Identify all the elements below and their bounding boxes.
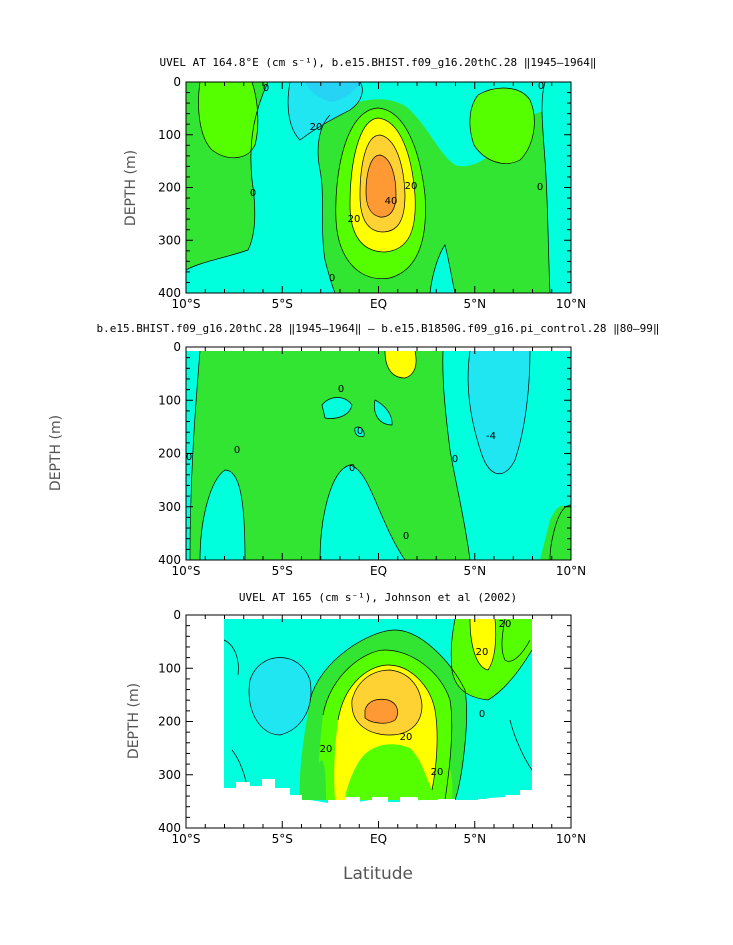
- panel-3-title: UVEL AT 165 (cm s⁻¹), Johnson et al (200…: [239, 591, 517, 604]
- contour-fill-cyan-right: [541, 82, 571, 293]
- y-tick-label: 400: [158, 821, 181, 835]
- contour-fill-cyan-dark: [468, 351, 530, 474]
- x-tick-label: EQ: [370, 564, 387, 578]
- contour-label: -4: [486, 431, 496, 442]
- contour-fill-cyan-west: [186, 351, 200, 560]
- contour-label: 20: [310, 122, 323, 133]
- contour-fill-cyan-darkest: [305, 82, 360, 102]
- x-tick-label: 5°N: [463, 564, 486, 578]
- x-tick-label: 10°N: [556, 297, 586, 311]
- x-tick-label: 5°S: [272, 832, 293, 846]
- panel-1-field: 0 20 20 40 20 0 0 0 0: [186, 81, 571, 293]
- contour-label: 0: [329, 273, 335, 284]
- contour-fill-orange: [365, 699, 398, 724]
- y-tick-label: 100: [158, 393, 181, 407]
- contour-fill-green-spike-1: [315, 760, 326, 800]
- contour-label: 0: [537, 182, 543, 193]
- contour-label: 20: [400, 732, 413, 743]
- contour-label: 20: [431, 767, 444, 778]
- x-tick-label: 10°N: [556, 832, 586, 846]
- y-tick-label: 400: [158, 553, 181, 567]
- contour-fill-cyan-bottom: [430, 245, 455, 293]
- x-tick-label: 5°N: [463, 832, 486, 846]
- y-tick-label: 300: [158, 500, 181, 514]
- panel-2-axes: 10°S 5°S EQ 5°N 10°N 0 100 200 300 400: [158, 340, 586, 578]
- contour-fill-green-south: [198, 82, 258, 158]
- panel-1-title: UVEL AT 164.8°E (cm s⁻¹), b.e15.BHIST.f0…: [159, 56, 596, 69]
- y-tick-label: 0: [173, 75, 181, 89]
- contour-label: 20: [348, 214, 361, 225]
- x-tick-label: EQ: [370, 832, 387, 846]
- contour-label: 0: [538, 81, 544, 92]
- contour-fill-yellow: [385, 351, 417, 378]
- y-tick-label: 100: [158, 128, 181, 142]
- y-tick-label: 0: [173, 340, 181, 354]
- y-tick-label: 200: [158, 447, 181, 461]
- x-tick-label: EQ: [370, 297, 387, 311]
- contour-fill-cyan-south: [200, 470, 245, 560]
- x-tick-label: 10°N: [556, 564, 586, 578]
- contour-fill-cyan-center: [320, 465, 405, 560]
- x-tick-label: 5°S: [272, 297, 293, 311]
- contour-label: 0: [349, 463, 355, 474]
- y-tick-label: 200: [158, 715, 181, 729]
- contour-label: 0: [250, 188, 256, 199]
- contour-label: 20: [476, 647, 489, 658]
- contour-fill-cyan-dark: [249, 657, 311, 735]
- x-tick-label: 10°S: [172, 832, 201, 846]
- contour-label: 40: [385, 196, 398, 207]
- contour-fill-green-east: [550, 505, 571, 560]
- x-axis-label: Latitude: [343, 864, 413, 884]
- x-tick-label: 10°S: [172, 564, 201, 578]
- contour-fill-cyan-dot: [354, 427, 365, 437]
- contour-label: 20: [499, 619, 512, 630]
- contour-label: 0: [263, 83, 269, 94]
- missing-mask: [186, 615, 571, 828]
- panel-3-ylabel: DEPTH (m): [126, 683, 142, 759]
- contour-fill-orange: [366, 155, 396, 218]
- contour-fill-yellow-north: [470, 619, 496, 670]
- panel-3-field: 20 20 20 20 20 0: [186, 615, 571, 828]
- x-tick-label: 10°S: [172, 297, 201, 311]
- contour-label: 20: [320, 744, 333, 755]
- contour-label: 0: [479, 709, 485, 720]
- panel-2-ylabel: DEPTH (m): [48, 415, 64, 491]
- panel-2-field: 0 0 0 0 0 0 0 -4: [186, 347, 571, 560]
- panel-2-title: b.e15.BHIST.f09_g16.20thC.28 ‖1945–1964‖…: [97, 322, 660, 335]
- contour-label: 0: [338, 384, 344, 395]
- y-tick-label: 100: [158, 661, 181, 675]
- x-tick-label: 5°N: [463, 297, 486, 311]
- contour-label: 0: [452, 454, 458, 465]
- contour-label: 20: [405, 181, 418, 192]
- y-tick-label: 0: [173, 608, 181, 622]
- contour-label: 0: [357, 426, 363, 437]
- contour-label: 0: [234, 445, 240, 456]
- y-tick-label: 300: [158, 768, 181, 782]
- panel-2: b.e15.BHIST.f09_g16.20thC.28 ‖1945–1964‖…: [48, 322, 659, 578]
- contour-fill-green-north: [469, 88, 535, 164]
- panel-1: UVEL AT 164.8°E (cm s⁻¹), b.e15.BHIST.f0…: [123, 56, 597, 311]
- x-tick-label: 5°S: [272, 564, 293, 578]
- panel-3: UVEL AT 165 (cm s⁻¹), Johnson et al (200…: [126, 591, 586, 846]
- contour-fill-cyan-blob: [322, 397, 352, 419]
- panel-1-ylabel: DEPTH (m): [123, 150, 139, 226]
- y-tick-label: 300: [158, 233, 181, 247]
- contour-label: 0: [186, 452, 192, 463]
- contour-label: 0: [403, 531, 409, 542]
- y-tick-label: 400: [158, 286, 181, 300]
- y-tick-label: 200: [158, 181, 181, 195]
- contour-fill-cyan-blob-2: [374, 400, 393, 425]
